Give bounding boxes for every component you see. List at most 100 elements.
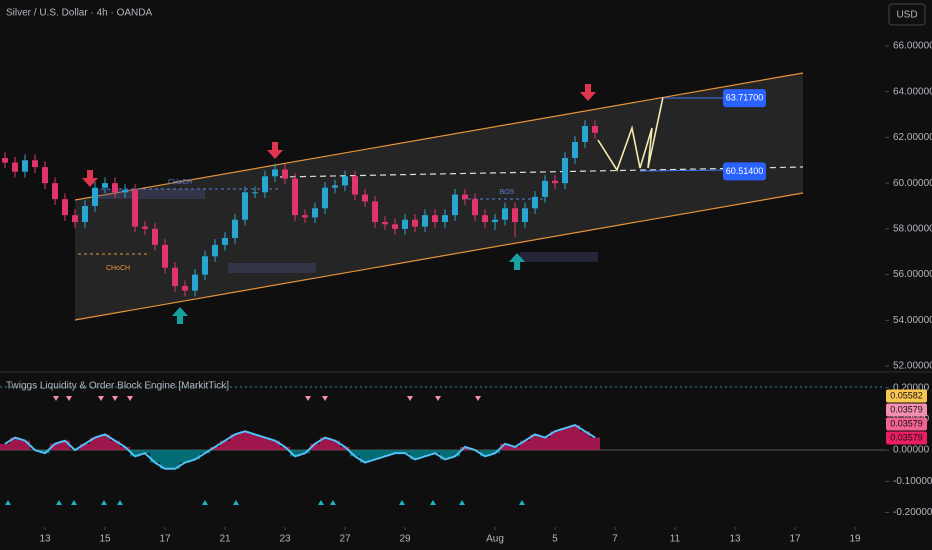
candle-body — [72, 215, 78, 223]
histogram-bar — [190, 450, 200, 460]
channel-fill — [75, 73, 803, 320]
candle-body — [282, 169, 288, 179]
x-tick-label: 13 — [729, 534, 741, 545]
y-tick-label: -0.10000 — [893, 476, 932, 487]
y-tick-label: 62.00000 — [893, 132, 932, 143]
candle-body — [52, 183, 58, 200]
x-tick-label: 13 — [39, 534, 51, 545]
x-tick-label: 27 — [339, 534, 351, 545]
y-tick-label: -0.20000 — [893, 507, 932, 518]
candle-body — [102, 183, 108, 188]
histogram-bar — [540, 437, 550, 451]
candle-body — [562, 157, 568, 184]
candle-body — [552, 180, 558, 184]
candle-body — [132, 190, 138, 227]
candle-body — [212, 244, 218, 257]
histogram-bar — [480, 450, 490, 457]
price-label: 60.51400 — [726, 166, 764, 176]
candle-body — [202, 256, 208, 275]
y-tick-label: 64.00000 — [893, 86, 932, 97]
histogram-bar — [350, 450, 360, 457]
y-tick-label: 0.00000 — [893, 445, 930, 456]
histogram-bar — [320, 437, 330, 451]
buy-arrows — [172, 253, 525, 324]
y-tick-label: 52.00000 — [893, 361, 932, 372]
histogram-bar — [390, 450, 400, 454]
histogram-bar — [520, 440, 530, 451]
histogram-bar — [210, 446, 220, 451]
candle-body — [12, 162, 18, 172]
order-block — [95, 189, 205, 199]
currency-button[interactable] — [888, 3, 926, 26]
histogram-bar — [200, 450, 210, 454]
candle-body — [502, 208, 508, 220]
currency-label[interactable]: USD — [896, 10, 917, 21]
chart-title: Silver / U.S. Dollar · 4h · OANDA — [6, 8, 152, 19]
annotation: BOS — [500, 189, 515, 196]
histogram-bar — [130, 450, 140, 457]
value-box-label: 0.03579 — [890, 418, 923, 428]
histogram-bar — [500, 443, 510, 451]
candle-body — [492, 219, 498, 223]
histogram-bar — [460, 446, 470, 451]
histogram-bar — [380, 450, 390, 457]
histogram-bar — [20, 440, 30, 451]
candle-body — [542, 180, 548, 197]
price-label-box — [723, 89, 766, 108]
histogram-bar — [580, 431, 590, 451]
histogram-bar — [400, 450, 410, 454]
candle-body — [152, 228, 158, 245]
histogram-bar — [230, 434, 240, 451]
candle-body — [292, 178, 298, 216]
candle-body — [582, 125, 588, 142]
candle-body — [262, 176, 268, 193]
x-tick-label: 17 — [789, 534, 801, 545]
candle-body — [182, 286, 188, 291]
candle-body — [122, 190, 128, 193]
candle-body — [512, 208, 518, 223]
candle-body — [112, 183, 118, 193]
histogram-bar — [40, 450, 50, 454]
histogram-bar — [260, 437, 270, 451]
x-tick-label: 29 — [399, 534, 411, 545]
indicator-title: Twiggs Liquidity & Order Block Engine [M… — [6, 381, 229, 392]
value-box-label: 0.03579 — [890, 432, 923, 442]
y-tick-label: 60.00000 — [893, 178, 932, 189]
value-box-label: 0.05582 — [890, 390, 923, 400]
candle-body — [342, 176, 348, 186]
value-box — [886, 431, 927, 445]
x-tick-label: 21 — [219, 534, 231, 545]
candle-body — [362, 194, 368, 202]
candle-body — [402, 219, 408, 229]
value-box — [886, 389, 927, 403]
x-tick-label: Aug — [486, 534, 504, 545]
candle-body — [32, 160, 38, 168]
histogram-bar — [510, 446, 520, 451]
candle-body — [82, 206, 88, 223]
candle-body — [252, 192, 258, 194]
histogram-bar — [530, 434, 540, 451]
candle-body — [372, 201, 378, 223]
order-block — [520, 252, 598, 262]
histogram-bar — [370, 450, 380, 460]
x-tick-label: 11 — [670, 534, 681, 545]
annotation: CHoCH — [168, 179, 192, 186]
x-tick-label: 17 — [159, 534, 171, 545]
histogram-bar — [270, 440, 280, 451]
oscillator-line — [4, 423, 596, 470]
candle-body — [312, 208, 318, 218]
channel-upper — [74, 72, 804, 201]
histogram-bar — [290, 450, 300, 457]
candle-body — [422, 215, 428, 227]
candle-body — [22, 160, 28, 172]
histogram-bar — [140, 450, 150, 454]
histogram-bar — [310, 443, 320, 451]
histogram-bar — [330, 440, 340, 451]
histogram-bar — [440, 450, 450, 460]
histogram-bar — [360, 450, 370, 463]
candle-body — [392, 224, 398, 229]
y-tick-label: 66.00000 — [893, 41, 932, 52]
candle-body — [452, 194, 458, 216]
signal-markers — [5, 500, 525, 505]
